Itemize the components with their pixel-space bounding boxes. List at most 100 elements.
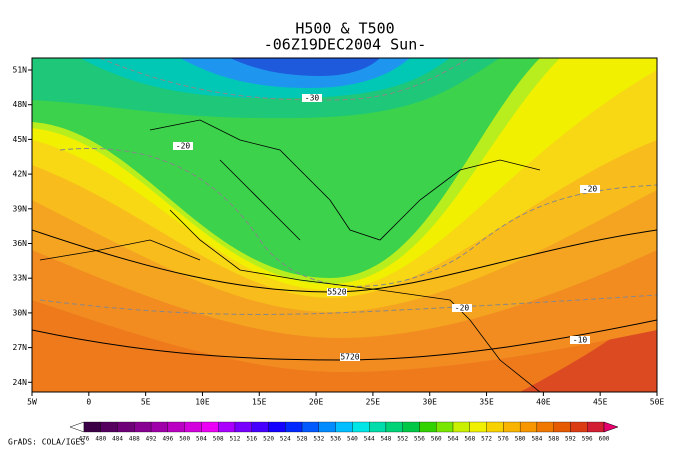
- colorbar-label: 508: [213, 436, 224, 443]
- colorbar-label: 484: [112, 436, 123, 443]
- colorbar-swatch: [385, 421, 403, 433]
- lon-label: 20E: [309, 398, 324, 407]
- colorbar-label: 576: [498, 436, 509, 443]
- colorbar-label: 476: [79, 436, 90, 443]
- lon-label: 30E: [423, 398, 438, 407]
- title-line: -06Z19DEC2004 Sun-: [264, 36, 427, 54]
- colorbar-swatch: [268, 421, 286, 433]
- lon-label: 35E: [479, 398, 494, 407]
- lon-label: 5E: [141, 398, 151, 407]
- colorbar-label: 588: [548, 436, 559, 443]
- colorbar-end: [69, 421, 85, 433]
- colorbar-label: 600: [599, 436, 610, 443]
- lat-label: 42N: [13, 170, 28, 179]
- colorbar-swatch: [469, 421, 487, 433]
- colorbar-swatch: [486, 421, 504, 433]
- colorbar-end: [603, 421, 619, 433]
- colorbar-label: 520: [263, 436, 274, 443]
- contour-label: -20: [455, 304, 470, 313]
- colorbar-swatch: [150, 421, 169, 433]
- colorbar-swatch: [234, 421, 252, 433]
- colorbar-swatch: [167, 421, 185, 433]
- contour-label: -20: [176, 142, 191, 151]
- colorbar-swatch: [402, 421, 420, 433]
- colorbar-swatch: [570, 421, 588, 433]
- colorbar-label: 504: [196, 436, 207, 443]
- band: [520, 300, 657, 392]
- coastline: [39, 119, 541, 392]
- temperature-contour: [59, 148, 657, 287]
- lat-label: 45N: [13, 135, 28, 144]
- lon-label: 5W: [27, 398, 37, 407]
- lat-label: 51N: [13, 66, 28, 75]
- contour-label-bg: [570, 336, 590, 344]
- colorbar-label: 580: [515, 436, 526, 443]
- colorbar-swatch: [536, 421, 554, 433]
- colorbar-label: 532: [313, 436, 324, 443]
- temperature-contour: [99, 58, 471, 101]
- colorbar-label: 492: [146, 436, 157, 443]
- colorbar-label: 528: [297, 436, 308, 443]
- colorbar-label: 496: [162, 436, 173, 443]
- colorbar-label: 500: [179, 436, 190, 443]
- contour-label: 5720: [340, 353, 359, 362]
- lon-label: 50E: [650, 398, 665, 407]
- colorbar-label: 524: [280, 436, 291, 443]
- colorbar-swatch: [218, 421, 236, 433]
- lat-label: 39N: [13, 204, 28, 213]
- title-line: H500 & T500: [295, 20, 394, 38]
- contour-label-bg: [580, 185, 600, 193]
- colorbar-swatch: [335, 421, 353, 433]
- colorbar-label: 596: [582, 436, 593, 443]
- colorbar-swatch: [452, 421, 470, 433]
- colorbar-swatch: [553, 421, 571, 433]
- contour-label-bg: [302, 94, 322, 102]
- map-frame: [31, 57, 658, 393]
- lon-label: 15E: [252, 398, 267, 407]
- colorbar-swatch: [436, 421, 454, 433]
- colorbar-label: 488: [129, 436, 140, 443]
- lat-label: 27N: [13, 343, 28, 352]
- colorbar-label: 592: [565, 436, 576, 443]
- colorbar-label: 556: [414, 436, 425, 443]
- colorbar-swatch: [100, 421, 118, 433]
- contour-label: -30: [305, 94, 320, 103]
- contour-label-bg: [452, 304, 472, 312]
- colorbar-label: 560: [431, 436, 442, 443]
- credit: GrADS: COLA/IGES: [8, 438, 85, 447]
- field: [32, 58, 657, 392]
- colorbar-label: 512: [230, 436, 241, 443]
- colorbar-label: 544: [364, 436, 375, 443]
- contour-label: -10: [573, 336, 588, 345]
- colorbar-label: 568: [464, 436, 475, 443]
- lon-label: 45E: [593, 398, 608, 407]
- lat-label: 30N: [13, 308, 28, 317]
- contour-label: -20: [583, 185, 598, 194]
- lon-label: 25E: [366, 398, 381, 407]
- colorbar-swatch: [301, 421, 319, 433]
- colorbar-swatch: [117, 421, 135, 433]
- lat-label: 24N: [13, 378, 28, 387]
- colorbar-label: 536: [330, 436, 341, 443]
- contour-label-bg: [173, 142, 193, 150]
- contour-label-bg: [340, 353, 360, 361]
- lon-label: 40E: [536, 398, 551, 407]
- band: [32, 58, 540, 278]
- band: [230, 58, 380, 76]
- colorbar-swatch: [318, 421, 336, 433]
- colorbar-label: 480: [95, 436, 106, 443]
- colorbar-swatch: [519, 421, 538, 433]
- colorbar-swatch: [369, 421, 387, 433]
- colorbar-swatch: [285, 421, 303, 433]
- colorbar-label: 516: [246, 436, 257, 443]
- colorbar-swatch: [201, 421, 219, 433]
- lat-label: 48N: [13, 100, 28, 109]
- colorbar-label: 584: [531, 436, 542, 443]
- colorbar-swatch: [184, 421, 202, 433]
- lat-label: 33N: [13, 274, 28, 283]
- colorbar-swatch: [587, 421, 605, 433]
- lat-label: 36N: [13, 239, 28, 248]
- colorbar-label: 540: [347, 436, 358, 443]
- colorbar-swatch: [419, 421, 437, 433]
